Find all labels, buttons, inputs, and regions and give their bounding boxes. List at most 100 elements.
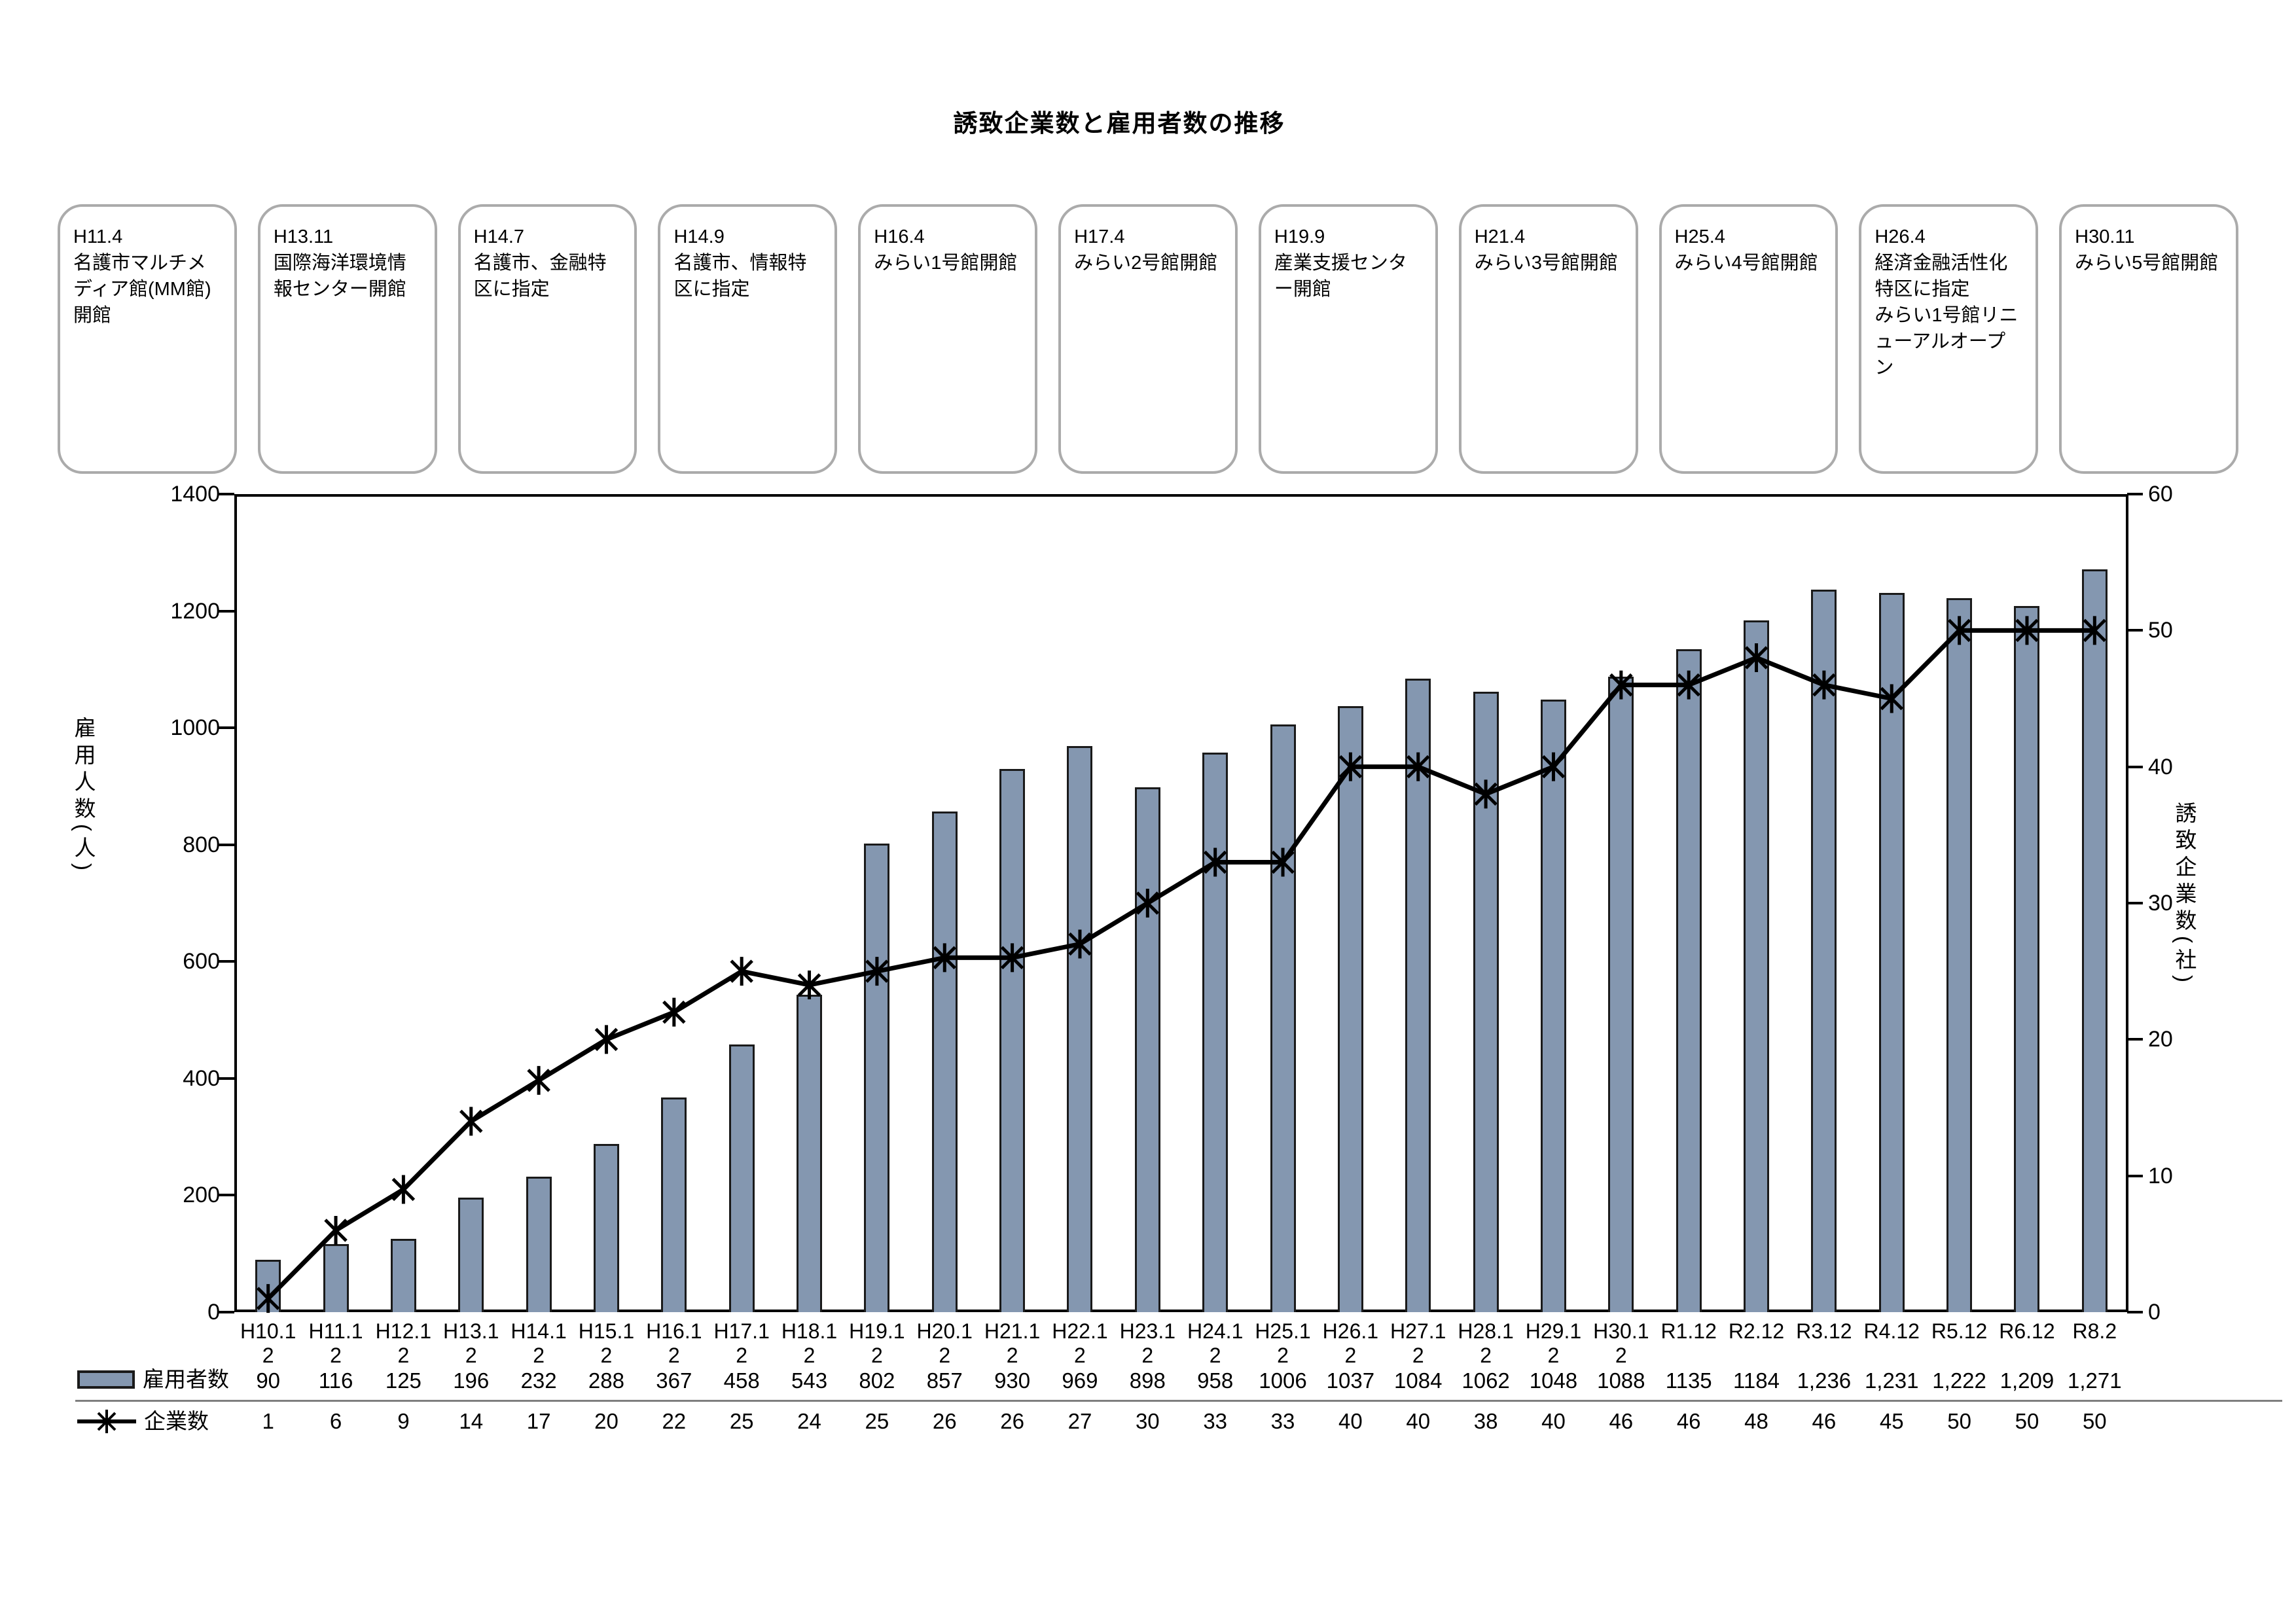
annotation-text: 国際海洋環境情報センター開館 <box>273 253 406 300</box>
right-axis-tick <box>2127 1311 2143 1313</box>
employees-value-cell: 367 <box>656 1368 692 1393</box>
employees-value-cell: 1048 <box>1529 1368 1578 1393</box>
bar <box>1540 700 1566 1312</box>
employees-value-cell: 802 <box>859 1368 895 1393</box>
annotation-date: H19.9 <box>1274 226 1325 247</box>
annotation-text: 経済金融活性化特区に指定 みらい1号館リニューアルオープン <box>1874 253 2018 378</box>
x-axis-label: R5.12 <box>1931 1319 1988 1343</box>
right-axis-tick-label: 10 <box>2148 1163 2173 1188</box>
right-axis-tick-label: 0 <box>2148 1300 2161 1325</box>
x-axis-label: R4.12 <box>1863 1319 1920 1343</box>
x-axis-label: H30.1 2 <box>1593 1319 1649 1367</box>
bar <box>1946 597 1973 1312</box>
legend-employees-label: 雇用者数 <box>143 1367 229 1391</box>
annotation-date: H21.4 <box>1474 226 1526 247</box>
employees-value-cell: 1037 <box>1326 1368 1375 1393</box>
left-axis-tick-label: 1200 <box>170 598 220 624</box>
left-axis-tick-label: 1000 <box>170 715 220 741</box>
left-axis-tick-label: 1400 <box>170 482 220 507</box>
x-axis-label: H20.1 2 <box>916 1319 973 1367</box>
table-separator <box>75 1400 2282 1402</box>
employees-value-cell: 1088 <box>1597 1368 1645 1393</box>
companies-value-cell: 22 <box>662 1409 687 1433</box>
companies-value-cell: 30 <box>1135 1409 1160 1433</box>
annotation-date: H13.11 <box>273 226 334 247</box>
x-axis-label: H18.1 2 <box>781 1319 838 1367</box>
annotation-box: H25.4 みらい4号館開館 <box>1659 204 1839 474</box>
annotation-box: H16.4 みらい1号館開館 <box>858 204 1038 474</box>
companies-value-cell: 50 <box>2015 1409 2039 1433</box>
annotation-box: H19.9 産業支援センター開館 <box>1258 204 1438 474</box>
bar <box>1067 745 1093 1312</box>
left-axis-tick <box>219 960 234 963</box>
bar <box>458 1198 484 1312</box>
annotation-box: H30.11 みらい5号館開館 <box>2059 204 2238 474</box>
x-axis-label: H19.1 2 <box>849 1319 905 1367</box>
employees-value-cell: 543 <box>791 1368 828 1393</box>
companies-value-cell: 46 <box>1676 1409 1701 1433</box>
companies-value-cell: 40 <box>1338 1409 1363 1433</box>
left-axis-tick-label: 200 <box>183 1183 220 1208</box>
bar <box>661 1097 687 1312</box>
x-axis-label: H26.1 2 <box>1322 1319 1379 1367</box>
companies-value-cell: 27 <box>1067 1409 1092 1433</box>
annotation-text: 名護市マルチメディア館(MM館)開館 <box>73 253 211 326</box>
right-axis-tick <box>2127 1038 2143 1041</box>
companies-value-cell: 50 <box>2082 1409 2107 1433</box>
annotation-box: H14.9 名護市、情報特区に指定 <box>658 204 838 474</box>
bar <box>728 1044 755 1312</box>
annotation-text: 産業支援センター開館 <box>1274 253 1407 300</box>
employees-value-cell: 1,271 <box>2068 1368 2122 1393</box>
legend-companies-label: 企業数 <box>144 1409 209 1433</box>
right-axis-tick <box>2127 902 2143 904</box>
bar <box>864 843 890 1312</box>
x-axis-label: H16.1 2 <box>646 1319 702 1367</box>
bar <box>1878 592 1905 1312</box>
bar <box>1811 590 1837 1312</box>
x-axis-label: H29.1 2 <box>1525 1319 1582 1367</box>
left-axis-tick <box>219 1311 234 1313</box>
companies-value-cell: 38 <box>1473 1409 1498 1433</box>
right-axis-tick <box>2127 493 2143 495</box>
companies-value-cell: 50 <box>1947 1409 1971 1433</box>
annotation-box: H21.4 みらい3号館開館 <box>1458 204 1638 474</box>
left-axis-tick-label: 400 <box>183 1065 220 1091</box>
right-axis-title: 誘致企業数(社) <box>2172 802 2197 988</box>
employees-value-cell: 1,236 <box>1797 1368 1852 1393</box>
annotation-date: H14.7 <box>473 226 525 247</box>
bar <box>1608 676 1634 1312</box>
annotation-text: みらい3号館開館 <box>1474 253 1618 274</box>
annotation-text: みらい4号館開館 <box>1674 253 1818 274</box>
employees-value-cell: 458 <box>723 1368 760 1393</box>
employees-value-cell: 930 <box>994 1368 1031 1393</box>
bar <box>1337 706 1363 1312</box>
companies-value-cell: 33 <box>1203 1409 1228 1433</box>
annotation-date: H26.4 <box>1874 226 1926 247</box>
x-axis-label: H17.1 2 <box>713 1319 770 1367</box>
employees-value-cell: 1006 <box>1259 1368 1307 1393</box>
bar <box>255 1259 281 1312</box>
bar-legend-swatch <box>77 1370 135 1389</box>
companies-value-cell: 17 <box>526 1409 551 1433</box>
x-axis-label: H12.1 2 <box>375 1319 432 1367</box>
employees-value-cell: 898 <box>1129 1368 1166 1393</box>
employees-value-cell: 969 <box>1062 1368 1098 1393</box>
right-axis-tick <box>2127 1174 2143 1177</box>
annotation-row: H11.4 名護市マルチメディア館(MM館)開館 H13.11 国際海洋環境情報センタ… <box>58 204 2238 474</box>
left-axis-title: 雇用人数(人) <box>71 717 96 876</box>
plot-area <box>234 494 2128 1312</box>
x-axis-label: H24.1 2 <box>1187 1319 1244 1367</box>
annotation-box: H14.7 名護市、金融特区に指定 <box>457 204 637 474</box>
bar <box>390 1239 416 1312</box>
annotation-date: H14.9 <box>673 226 725 247</box>
companies-value-cell: 45 <box>1879 1409 1904 1433</box>
right-axis-tick-label: 20 <box>2148 1027 2173 1052</box>
employees-value-cell: 125 <box>385 1368 422 1393</box>
left-axis-tick <box>219 1077 234 1080</box>
companies-value-cell: 26 <box>1000 1409 1024 1433</box>
x-axis-label: H10.1 2 <box>240 1319 296 1367</box>
employees-value-cell: 1184 <box>1733 1368 1780 1393</box>
annotation-date: H16.4 <box>874 226 925 247</box>
bar <box>2014 605 2040 1312</box>
